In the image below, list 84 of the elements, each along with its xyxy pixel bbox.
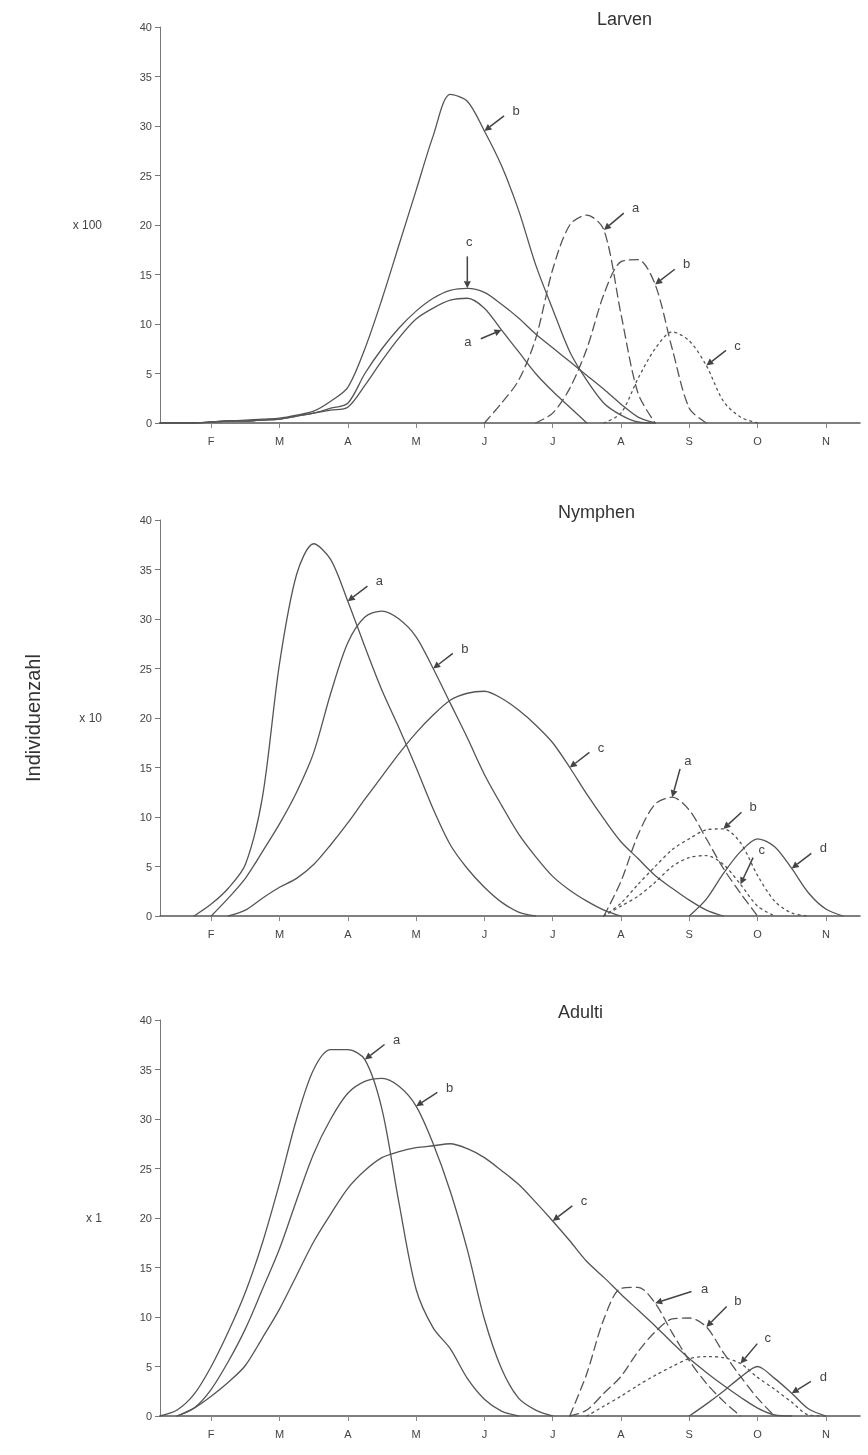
y-tick-label: 5 — [145, 860, 152, 873]
x-tick-label: J — [481, 927, 488, 940]
y-tick-label: 25 — [139, 169, 152, 182]
x-tick-label: J — [549, 434, 556, 447]
y-tick-label: 20 — [139, 219, 152, 231]
y-tick-label: 15 — [139, 1261, 152, 1274]
x-tick-label: S — [685, 434, 693, 447]
y-tick-label: 40 — [139, 1014, 152, 1026]
y-axis-title: x 100 — [72, 218, 103, 232]
y-tick-label: 5 — [145, 367, 152, 380]
x-tick-label: F — [207, 434, 215, 447]
annotation: b — [512, 102, 520, 118]
x-tick-label: A — [617, 927, 626, 940]
y-tick-label: 15 — [139, 761, 152, 774]
y-tick-label: 30 — [139, 613, 152, 625]
x-tick-label: M — [411, 434, 421, 447]
annotation: a — [631, 199, 640, 215]
y-tick-label: 0 — [145, 910, 152, 922]
y-tick-label: 40 — [139, 514, 152, 526]
annotation: a — [464, 333, 473, 349]
annotation: c — [580, 1192, 588, 1208]
chart-title: Larven — [597, 9, 653, 29]
y-tick-label: 0 — [145, 417, 152, 429]
chart-title: Nymphen — [558, 502, 636, 522]
annotation: c — [734, 337, 742, 353]
x-tick-label: O — [753, 434, 763, 447]
x-tick-label: J — [549, 927, 556, 940]
x-tick-label: M — [274, 434, 285, 447]
y-tick-label: 20 — [139, 712, 152, 724]
annotation: b — [683, 256, 691, 272]
y-tick-label: 30 — [139, 120, 152, 132]
y-tick-label: 25 — [139, 1162, 152, 1175]
annotation: c — [597, 739, 605, 755]
annotation: d — [819, 840, 827, 856]
y-tick-label: 35 — [139, 70, 152, 83]
annotation: a — [375, 573, 384, 589]
x-tick-label: A — [344, 927, 353, 940]
y-tick-label: 10 — [139, 811, 152, 823]
y-tick-label: 35 — [139, 1063, 152, 1076]
annotation: c — [764, 1329, 772, 1345]
annotation: a — [684, 753, 693, 769]
y-tick-label: 20 — [139, 1212, 152, 1224]
x-tick-label: J — [549, 1427, 556, 1440]
x-tick-label: O — [753, 927, 763, 940]
y-tick-label: 5 — [145, 1360, 152, 1373]
y-tick-label: 10 — [139, 318, 152, 330]
y-tick-label: 15 — [139, 268, 152, 281]
x-tick-label: A — [617, 1427, 626, 1440]
y-tick-label: 35 — [139, 563, 152, 576]
y-tick-label: 10 — [139, 1311, 152, 1323]
x-tick-label: F — [207, 1427, 215, 1440]
x-tick-label: N — [821, 1427, 830, 1440]
x-tick-label: M — [411, 927, 421, 940]
x-tick-label: N — [821, 434, 830, 447]
x-tick-label: F — [207, 927, 215, 940]
y-axis-title: x 10 — [79, 711, 103, 725]
y-axis-title: x 1 — [85, 1211, 103, 1225]
chart-title: Adulti — [558, 1002, 604, 1022]
y-tick-label: 30 — [139, 1113, 152, 1125]
y-tick-label: 40 — [139, 21, 152, 33]
x-tick-label: S — [685, 927, 693, 940]
x-tick-label: M — [274, 927, 285, 940]
x-tick-label: A — [617, 434, 626, 447]
x-tick-label: M — [274, 1427, 285, 1440]
text: Individuenzahl — [22, 654, 44, 782]
y-tick-label: 25 — [139, 662, 152, 675]
annotation: c — [466, 234, 474, 250]
x-tick-label: J — [481, 1427, 488, 1440]
annotation: b — [734, 1292, 742, 1308]
x-tick-label: N — [821, 927, 830, 940]
y-tick-label: 0 — [145, 1410, 152, 1422]
x-tick-label: A — [344, 1427, 353, 1440]
x-tick-label: M — [411, 1427, 421, 1440]
x-tick-label: S — [685, 1427, 693, 1440]
annotation: c — [758, 842, 766, 858]
annotation: d — [819, 1369, 827, 1385]
x-tick-label: O — [753, 1427, 763, 1440]
annotation: b — [446, 1080, 454, 1096]
annotation: b — [461, 640, 469, 656]
annotation: a — [392, 1031, 401, 1047]
annotation: a — [701, 1281, 710, 1297]
x-tick-label: J — [481, 434, 488, 447]
x-tick-label: A — [344, 434, 353, 447]
annotation: b — [749, 798, 757, 814]
